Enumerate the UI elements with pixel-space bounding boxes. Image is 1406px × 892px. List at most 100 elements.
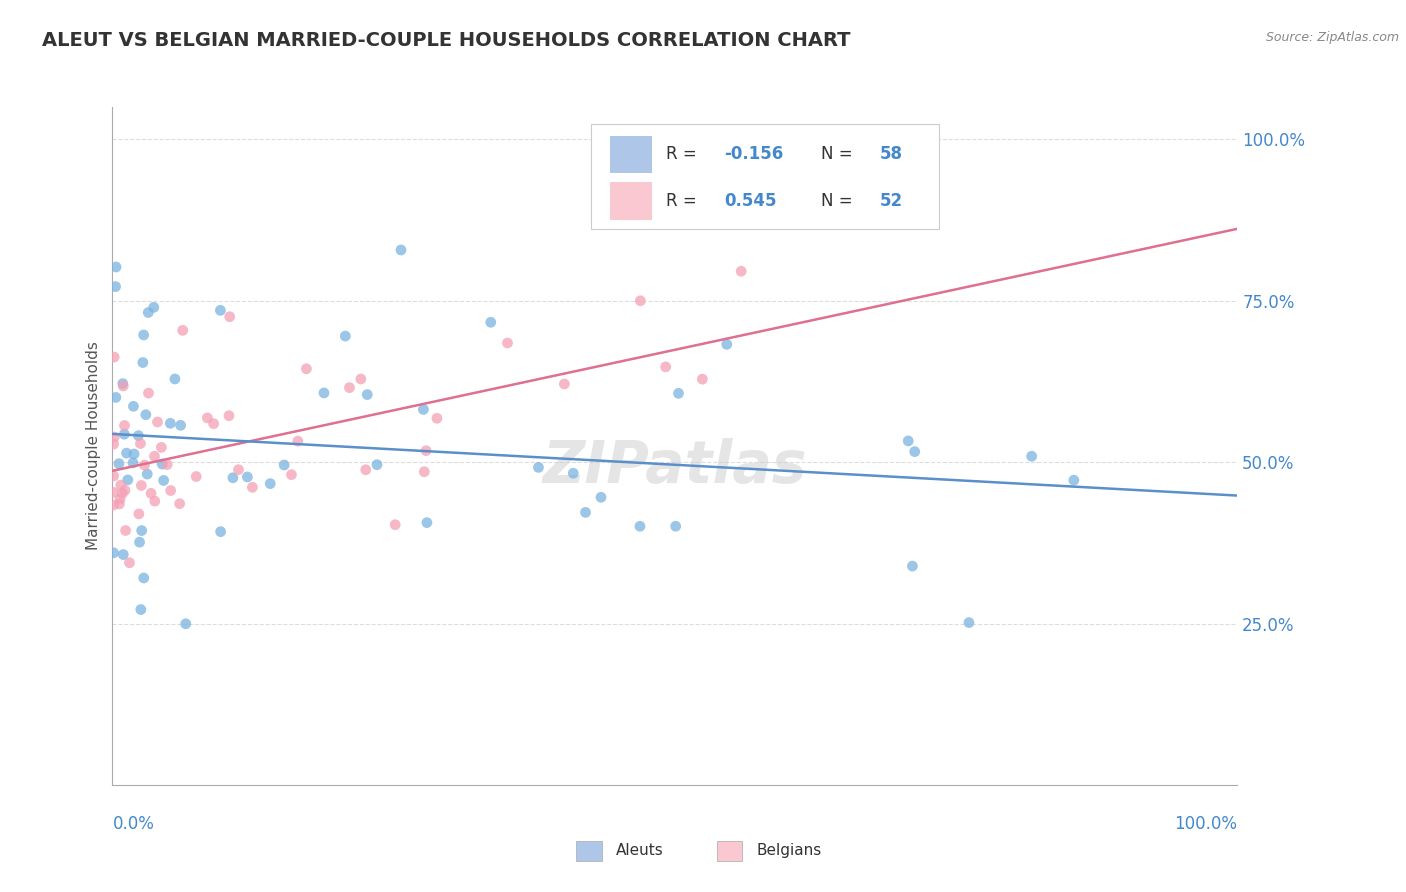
Point [131, 478, 153, 492]
Point [668, 386, 690, 401]
Point [628, 293, 651, 308]
Point [335, 329, 357, 343]
Point [415, 443, 437, 458]
Point [228, 463, 250, 477]
Point [105, 260, 128, 274]
Point [186, 469, 208, 483]
Point [904, 444, 927, 458]
Point [716, 337, 738, 351]
Point [562, 467, 585, 481]
Point [901, 559, 924, 574]
Point [628, 519, 651, 533]
Point [312, 386, 335, 401]
Text: 0.0%: 0.0% [112, 815, 155, 833]
Point [132, 355, 155, 369]
Point [273, 458, 295, 472]
Point [112, 548, 135, 562]
Point [136, 467, 159, 481]
FancyBboxPatch shape [610, 183, 652, 219]
Point [103, 546, 125, 560]
Point [1063, 473, 1085, 487]
Point [218, 409, 240, 423]
Text: ZIPatlas: ZIPatlas [543, 438, 807, 495]
Text: 52: 52 [880, 192, 903, 211]
Point [354, 463, 377, 477]
Y-axis label: Married-couple Households: Married-couple Households [86, 342, 101, 550]
Point [129, 436, 152, 450]
Text: ALEUT VS BELGIAN MARRIED-COUPLE HOUSEHOLDS CORRELATION CHART: ALEUT VS BELGIAN MARRIED-COUPLE HOUSEHOL… [42, 31, 851, 50]
Point [527, 460, 550, 475]
Point [222, 471, 245, 485]
Point [129, 602, 152, 616]
Point [957, 615, 980, 630]
Point [1021, 449, 1043, 463]
Point [553, 376, 575, 391]
Point [128, 507, 150, 521]
Text: N =: N = [821, 145, 858, 163]
Text: Source: ZipAtlas.com: Source: ZipAtlas.com [1265, 31, 1399, 45]
Point [138, 386, 160, 401]
Point [108, 457, 131, 471]
Point [159, 483, 181, 498]
Point [118, 556, 141, 570]
Point [159, 417, 181, 431]
Point [665, 519, 688, 533]
Text: N =: N = [821, 192, 858, 211]
Point [218, 310, 240, 324]
Point [692, 372, 714, 386]
Point [115, 446, 138, 460]
Point [103, 437, 125, 451]
Text: R =: R = [666, 192, 702, 211]
Point [104, 391, 127, 405]
Point [146, 415, 169, 429]
Point [236, 470, 259, 484]
Point [135, 408, 157, 422]
Point [366, 458, 388, 472]
Point [108, 491, 131, 506]
Point [150, 457, 173, 471]
Point [114, 418, 136, 433]
Point [389, 243, 412, 257]
Point [169, 418, 191, 433]
Point [139, 486, 162, 500]
Point [103, 350, 125, 364]
Point [209, 303, 232, 318]
Point [384, 517, 406, 532]
Point [654, 359, 676, 374]
Point [242, 480, 264, 494]
Point [730, 264, 752, 278]
Point [350, 372, 373, 386]
Text: R =: R = [666, 145, 702, 163]
Text: 100.0%: 100.0% [1174, 815, 1237, 833]
FancyBboxPatch shape [610, 136, 652, 173]
Point [131, 524, 153, 538]
Point [280, 467, 302, 482]
Point [114, 483, 136, 498]
Point [103, 469, 125, 483]
Text: 58: 58 [880, 145, 903, 163]
Text: Aleuts: Aleuts [616, 844, 664, 858]
Point [339, 381, 361, 395]
Text: Belgians: Belgians [756, 844, 821, 858]
Point [209, 524, 232, 539]
Point [142, 301, 165, 315]
Point [413, 465, 436, 479]
Point [103, 485, 125, 500]
Point [143, 494, 166, 508]
Point [479, 315, 502, 329]
Point [111, 376, 134, 391]
Text: 0.545: 0.545 [724, 192, 778, 211]
Point [156, 458, 179, 472]
Point [589, 491, 612, 505]
Point [112, 379, 135, 393]
Point [104, 279, 127, 293]
Point [122, 400, 145, 414]
Point [174, 616, 197, 631]
Point [122, 447, 145, 461]
Point [150, 441, 173, 455]
Point [574, 505, 596, 519]
Point [103, 498, 125, 512]
Point [897, 434, 920, 448]
Point [163, 372, 186, 386]
Point [114, 524, 136, 538]
